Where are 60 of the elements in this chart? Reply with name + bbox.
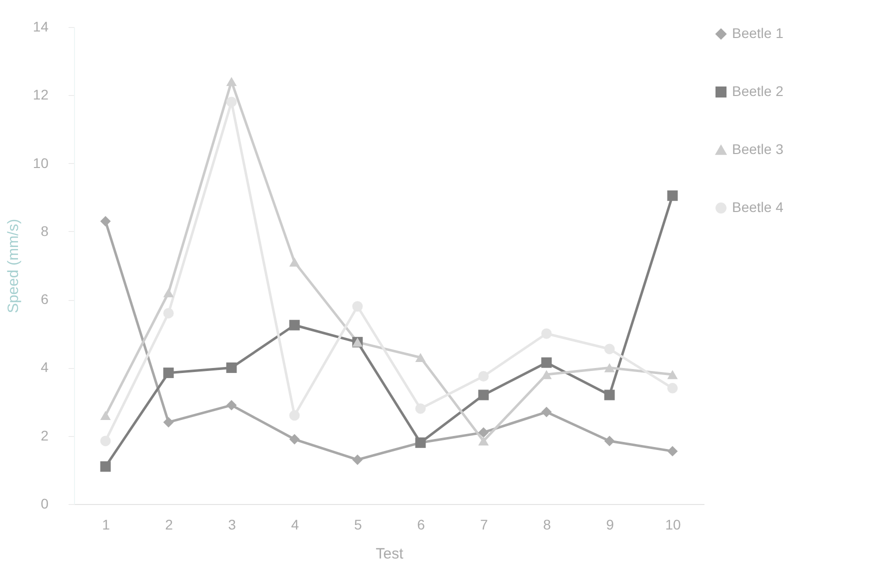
- point: [604, 344, 615, 354]
- x-tick-label: 1: [102, 516, 110, 532]
- point: [289, 434, 300, 445]
- x-axis-title: Test: [376, 546, 404, 562]
- x-tick-label: 3: [228, 516, 236, 532]
- x-tick-label: 4: [291, 516, 300, 532]
- y-tick-label: 0: [40, 496, 49, 512]
- point: [667, 370, 678, 380]
- legend-label: Beetle 3: [732, 141, 784, 157]
- y-tick-label: 12: [32, 86, 49, 103]
- y-tick-label: 14: [32, 18, 49, 34]
- point: [163, 308, 174, 318]
- x-tick-label: 6: [417, 516, 426, 532]
- point: [667, 382, 678, 394]
- y-tick-label: 8: [40, 222, 49, 239]
- point: [478, 427, 489, 438]
- y-tick-label: 4: [40, 359, 49, 376]
- y-axis-title: Speed (mm/s): [4, 218, 22, 314]
- point: [289, 410, 300, 421]
- point: [478, 371, 489, 382]
- x-tick-label: 9: [606, 516, 614, 532]
- point: [100, 461, 111, 472]
- point: [100, 216, 111, 226]
- point: [541, 370, 552, 380]
- point: [352, 301, 363, 312]
- x-tick-label: 2: [165, 516, 174, 532]
- point: [604, 363, 615, 372]
- point: [100, 410, 111, 420]
- point: [352, 454, 363, 465]
- point: [289, 320, 300, 330]
- point: [226, 76, 237, 86]
- point: [415, 352, 426, 362]
- point: [226, 362, 237, 373]
- point: [541, 328, 552, 339]
- y-tick-label: 10: [32, 154, 49, 171]
- point: [667, 446, 678, 456]
- legend-label: Beetle 1: [732, 25, 784, 41]
- x-tick-label: 5: [354, 516, 362, 532]
- point: [478, 436, 489, 446]
- point: [541, 357, 552, 368]
- point: [289, 258, 300, 267]
- point: [604, 436, 615, 446]
- point: [415, 403, 426, 414]
- x-tick-label: 8: [543, 516, 552, 532]
- point: [163, 416, 174, 428]
- point: [163, 288, 174, 298]
- point: [604, 390, 615, 400]
- point: [226, 400, 237, 410]
- y-tick-label: 6: [40, 291, 49, 308]
- y-tick-label: 2: [40, 427, 49, 444]
- x-tick-label: 10: [665, 516, 681, 532]
- point: [478, 390, 489, 400]
- point: [667, 190, 678, 201]
- point: [163, 368, 174, 378]
- legend-label: Beetle 4: [732, 199, 784, 215]
- point: [541, 406, 552, 418]
- point: [226, 96, 237, 108]
- x-tick-label: 7: [480, 516, 488, 532]
- legend-label: Beetle 2: [732, 83, 784, 99]
- point: [100, 436, 111, 446]
